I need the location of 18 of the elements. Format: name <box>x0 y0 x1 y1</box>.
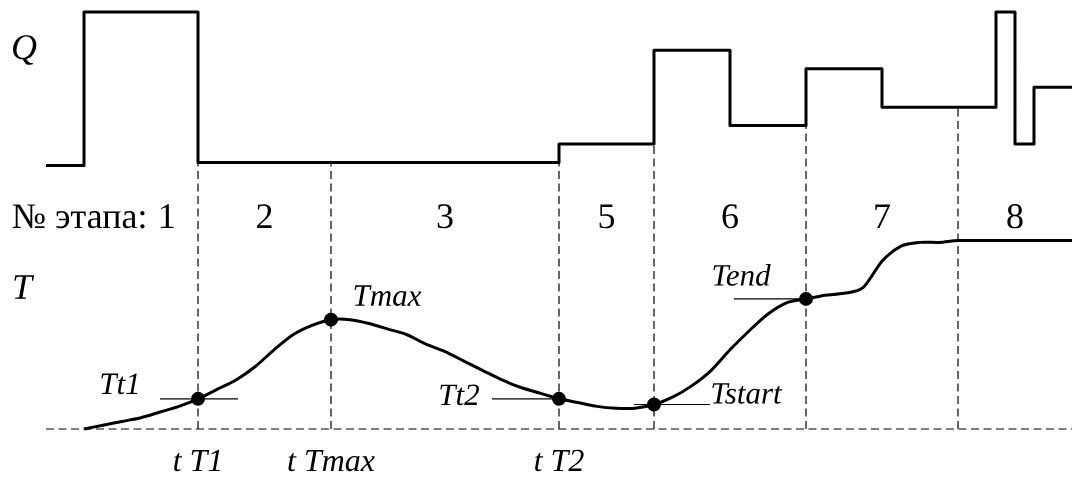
text: 7 <box>875 204 890 228</box>
text: 2 <box>257 204 272 228</box>
text: 8 <box>1007 204 1023 229</box>
text: 5 <box>599 204 615 229</box>
annotation: Tstart <box>712 383 783 404</box>
annotation: Tt1 <box>101 373 138 395</box>
text: 1 <box>160 204 174 228</box>
annotation: Tend <box>713 264 771 286</box>
x-tick-label: t T1 <box>174 449 220 472</box>
y-axis-title: Q <box>13 35 37 65</box>
annotation: Tmax <box>354 285 422 306</box>
annotation: Tt2 <box>440 384 479 406</box>
x-tick-label: t T2 <box>535 449 584 472</box>
text: 6 <box>722 204 738 229</box>
text: 3 <box>437 204 453 229</box>
text: № этапа: <box>12 204 145 229</box>
x-tick-label: t Tmax <box>288 450 375 472</box>
y-axis-title: T <box>14 275 35 299</box>
